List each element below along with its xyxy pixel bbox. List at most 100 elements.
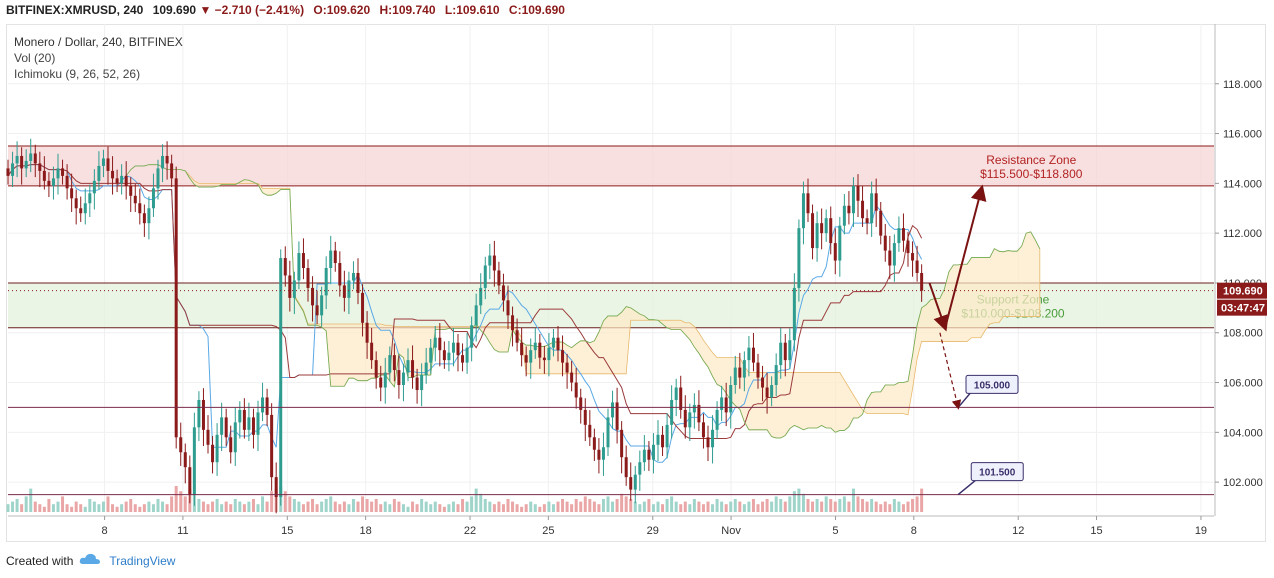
volume-bars	[6, 486, 924, 512]
candle-body	[779, 342, 783, 366]
candle-body	[824, 218, 828, 234]
candle-body	[283, 258, 287, 276]
volume-bar	[61, 496, 65, 512]
x-tick-label: 25	[542, 525, 554, 537]
volume-bar	[120, 504, 124, 512]
candle-body	[133, 195, 137, 204]
candle-body	[747, 347, 751, 361]
candle-body	[11, 163, 15, 176]
legend-volume[interactable]: Vol (20)	[14, 51, 56, 65]
volume-bar	[724, 504, 728, 512]
volume-bar	[561, 499, 565, 512]
volume-bar	[270, 491, 274, 512]
volume-bar	[770, 501, 774, 512]
candle-body	[65, 175, 69, 189]
volume-bar	[292, 499, 296, 512]
candle-body	[697, 404, 701, 423]
legend-ichimoku[interactable]: Ichimoku (9, 26, 52, 26)	[14, 67, 141, 81]
candle-body	[874, 193, 878, 211]
volume-bar	[547, 501, 551, 512]
candle-body	[497, 270, 501, 286]
candle-body	[129, 185, 133, 196]
volume-bar	[179, 491, 183, 512]
candle-body	[424, 362, 428, 376]
x-tick-label: 12	[1012, 525, 1024, 537]
candle-body	[342, 285, 346, 298]
volume-bar	[565, 501, 569, 512]
candle-body	[261, 397, 265, 413]
volume-bar	[29, 488, 33, 512]
volume-bar	[238, 501, 242, 512]
volume-bar	[729, 501, 733, 512]
volume-bar	[683, 501, 687, 512]
x-tick-label: 18	[359, 525, 371, 537]
candle-body	[538, 342, 542, 358]
volume-bar	[456, 504, 460, 512]
candle-body	[865, 218, 869, 224]
volume-bar	[747, 501, 751, 512]
volume-bar	[711, 504, 715, 512]
volume-bar	[829, 499, 833, 512]
candle-body	[24, 160, 28, 169]
candle-body	[592, 437, 596, 450]
volume-bar	[24, 496, 28, 512]
candle-body	[688, 412, 692, 428]
candle-body	[770, 385, 774, 398]
candle-body	[329, 250, 333, 268]
volume-bar	[206, 504, 210, 512]
volume-bar	[620, 493, 624, 512]
volume-bar	[320, 501, 324, 512]
volume-bar	[901, 504, 905, 512]
x-tick-label: 22	[464, 525, 476, 537]
candle-body	[406, 360, 410, 373]
countdown-tag	[1217, 299, 1267, 316]
candle-body	[797, 228, 801, 288]
volume-bar	[129, 499, 133, 512]
volume-bar	[106, 496, 110, 512]
volume-bar	[897, 501, 901, 512]
candle-body	[242, 409, 246, 430]
candle-body	[151, 188, 155, 209]
candle-body	[629, 477, 633, 490]
volume-bar	[506, 499, 510, 512]
candle-body	[861, 200, 865, 219]
candle-body	[224, 417, 228, 438]
candle-body	[892, 243, 896, 266]
volume-bar	[138, 506, 142, 512]
candle-body	[361, 292, 365, 323]
volume-bar	[288, 496, 292, 512]
candle-body	[206, 429, 210, 445]
candle-body	[274, 477, 278, 498]
volume-bar	[811, 501, 815, 512]
candle-body	[701, 422, 705, 438]
candle-body	[842, 205, 846, 226]
candle-body	[674, 387, 678, 400]
candle-body	[256, 412, 260, 435]
volume-bar	[706, 501, 710, 512]
volume-bar	[233, 499, 237, 512]
candle-body	[201, 399, 205, 430]
tradingview-link[interactable]: TradingView	[109, 553, 176, 568]
candle-body	[265, 397, 269, 415]
candle-body	[38, 163, 42, 171]
candle-body	[315, 305, 319, 316]
volume-bar	[333, 501, 337, 512]
volume-bar	[92, 501, 96, 512]
volume-bar	[492, 504, 496, 512]
y-tick-label: 112.000	[1223, 228, 1262, 240]
volume-bar	[183, 496, 187, 512]
volume-bar	[133, 504, 137, 512]
volume-bar	[347, 504, 351, 512]
volume-bar	[174, 486, 178, 512]
volume-bar	[147, 501, 151, 512]
candle-body	[70, 188, 74, 199]
volume-bar	[556, 501, 560, 512]
close-value: C:109.690	[508, 3, 565, 17]
candle-body	[297, 253, 301, 281]
candle-body	[597, 449, 601, 460]
candle-body	[461, 355, 465, 363]
volume-bar	[111, 504, 115, 512]
volume-bar	[420, 499, 424, 512]
volume-bar	[629, 499, 633, 512]
